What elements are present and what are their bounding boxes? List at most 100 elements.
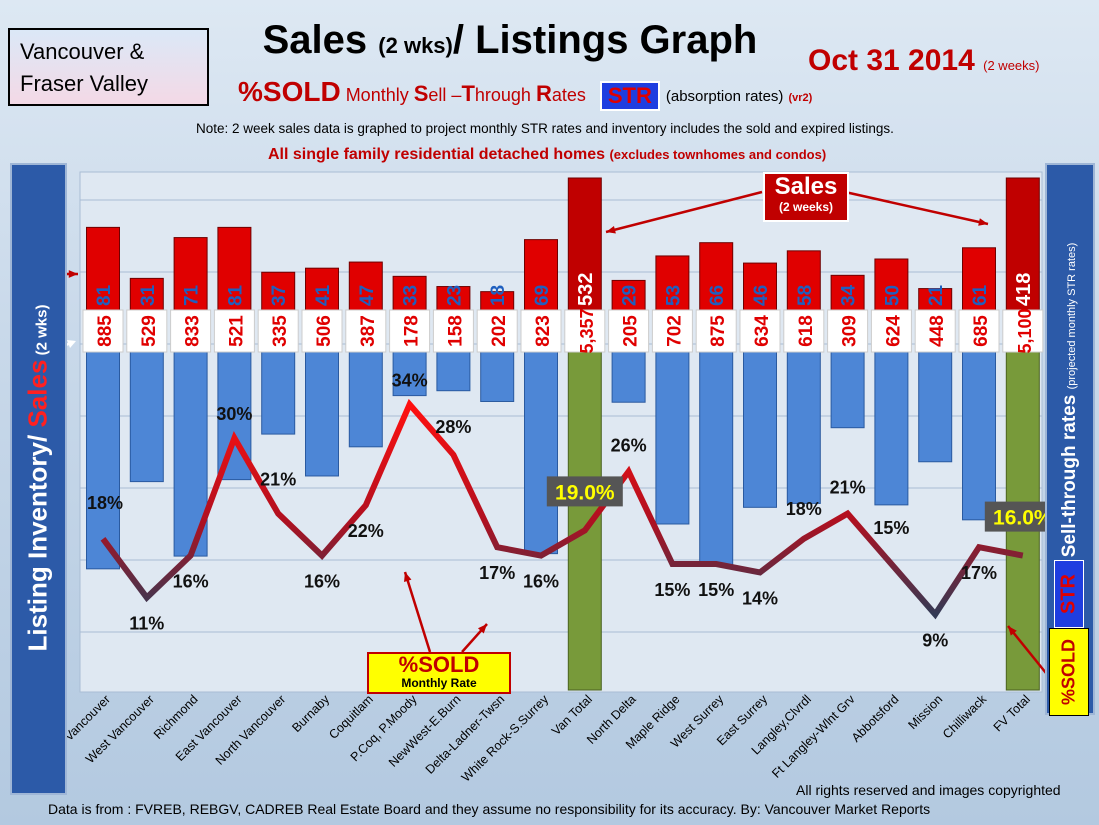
inventory-value-label: 448 [927, 315, 948, 347]
category-label: Burnaby [289, 692, 332, 735]
sales-value-label: 69 [532, 285, 553, 306]
inventory-bar [611, 351, 646, 403]
sales-value-label: 33 [401, 285, 422, 306]
date-note: (2 weeks) [983, 58, 1040, 73]
str-vertical-text: STR [1057, 574, 1080, 614]
sales-callout-sub: (2 weeks) [778, 200, 834, 214]
sold-pct-label: 11% [129, 614, 164, 634]
inventory-value-label: 521 [226, 315, 247, 347]
sales-bar [1005, 177, 1040, 311]
inventory-label-box [651, 309, 693, 353]
category-label: White Rock-S.Surrey [459, 692, 552, 785]
inventory-value-label: 178 [402, 315, 423, 347]
sales-value-label: 47 [357, 285, 378, 306]
sold-pct-label: 16% [523, 572, 559, 592]
sales-value-label: 29 [620, 285, 641, 306]
inventory-label-box [432, 309, 474, 353]
inventory-bar [786, 351, 821, 504]
inventory-bar [129, 351, 164, 483]
sold-pct-label: 30% [216, 404, 252, 424]
inventory-bar [261, 351, 296, 435]
inventory-bar [348, 351, 383, 448]
inventory-label-box [345, 309, 387, 353]
sold-callout-sub: Monthly Rate [401, 676, 477, 690]
subtitle-p3: T [461, 81, 475, 106]
report-date: Oct 31 2014 (2 weeks) [808, 44, 1040, 78]
inventory-label-box [914, 309, 956, 353]
page-title: Sales (2 wks)/ Listings Graph [230, 18, 790, 63]
callout-arrows [51, 190, 1051, 679]
sales-bar [962, 247, 996, 311]
inventory-value-label: 702 [664, 315, 685, 347]
region-line-1: Vancouver & [20, 39, 145, 64]
inventory-value-label: 833 [183, 315, 204, 347]
sales-value-label: 21 [926, 284, 947, 306]
category-label: Ft Langley-Wlnt Grv [769, 692, 858, 781]
sales-value-label: 50 [882, 285, 903, 306]
sales-bar [874, 258, 909, 311]
sold-callout: %SOLD Monthly Rate [367, 652, 511, 694]
sold-pct-label: 14% [742, 588, 778, 608]
inventory-label-box [1002, 309, 1044, 353]
inventory-label-box [564, 309, 606, 353]
inventory-value-label: 205 [621, 315, 642, 347]
arrow-sold-2-head [477, 624, 487, 634]
sold-pct-label: 16% [304, 572, 340, 592]
arrow-sales-fv [844, 190, 989, 226]
right-axis-label: Sell-through rates (projected monthly ST… [1059, 243, 1081, 558]
scope-small: (excludes townhomes and condos) [609, 147, 827, 162]
arrow-left-inv-head [67, 340, 76, 348]
inventory-bar [874, 351, 909, 506]
inventory-label-box [827, 309, 869, 353]
sold-pct-label: 19.0% [555, 481, 615, 504]
sold-pct-label: 21% [830, 478, 866, 498]
subtitle-p5: R [535, 81, 552, 106]
sold-pct-label: 21% [260, 470, 296, 490]
sales-value-label: 81 [94, 284, 115, 306]
sales-value-label: 532 [575, 273, 597, 306]
inventory-value-label: 202 [489, 315, 510, 347]
sales-bar [173, 237, 208, 311]
data-source-text: Data is from : FVREB, REBGV, CADREB Real… [48, 801, 931, 817]
left-label-sales: Sales [22, 359, 53, 428]
sold-callout-title: %SOLD [398, 652, 480, 677]
sales-value-label: 41 [313, 284, 334, 306]
arrow-sales-van [605, 190, 763, 234]
subtitle-vr: (vr2) [788, 92, 813, 104]
sold-pct-label: 15% [873, 518, 909, 538]
inventory-bar [918, 351, 953, 463]
left-label-wks: (2 wks) [33, 304, 51, 360]
arrow-sales-van-head [606, 225, 616, 234]
arrow-sold-1 [403, 571, 432, 653]
sales-value-label: 71 [182, 284, 203, 306]
str-badge: STR [599, 81, 660, 112]
inventory-bar [962, 351, 996, 521]
category-label: Mission [905, 692, 945, 732]
sales-value-label: 23 [444, 285, 465, 306]
left-axis-label: Listing Inventory/ Sales (2 wks) [23, 305, 54, 652]
str-vertical-badge: STR [1054, 560, 1084, 628]
sales-bar [830, 274, 865, 311]
inventory-label-box [870, 309, 912, 353]
sales-value-label: 61 [970, 284, 991, 306]
inventory-label-box [783, 309, 825, 353]
inventory-bar [524, 351, 558, 555]
category-label: Van Total [549, 692, 595, 738]
sold-pct-label: 9% [922, 630, 948, 650]
inventory-value-label: 875 [708, 315, 729, 347]
left-label-inv: Listing Inventory/ [22, 427, 53, 652]
arrow-sales-fv-head [978, 218, 988, 226]
sales-bar [743, 262, 777, 311]
subtitle-p2: ell – [428, 85, 462, 105]
inventory-bar [655, 351, 690, 525]
title-small: (2 wks) [378, 33, 453, 58]
sold-pct-label: 18% [786, 499, 822, 519]
subtitle-p4: hrough [474, 85, 536, 105]
title-main: Sales [262, 18, 379, 62]
inventory-value-label: 387 [358, 315, 379, 347]
inventory-bar [436, 351, 471, 392]
inventory-value-label: 624 [883, 315, 904, 347]
sales-value-label: 66 [707, 285, 728, 306]
sales-value-label: 31 [138, 284, 159, 306]
